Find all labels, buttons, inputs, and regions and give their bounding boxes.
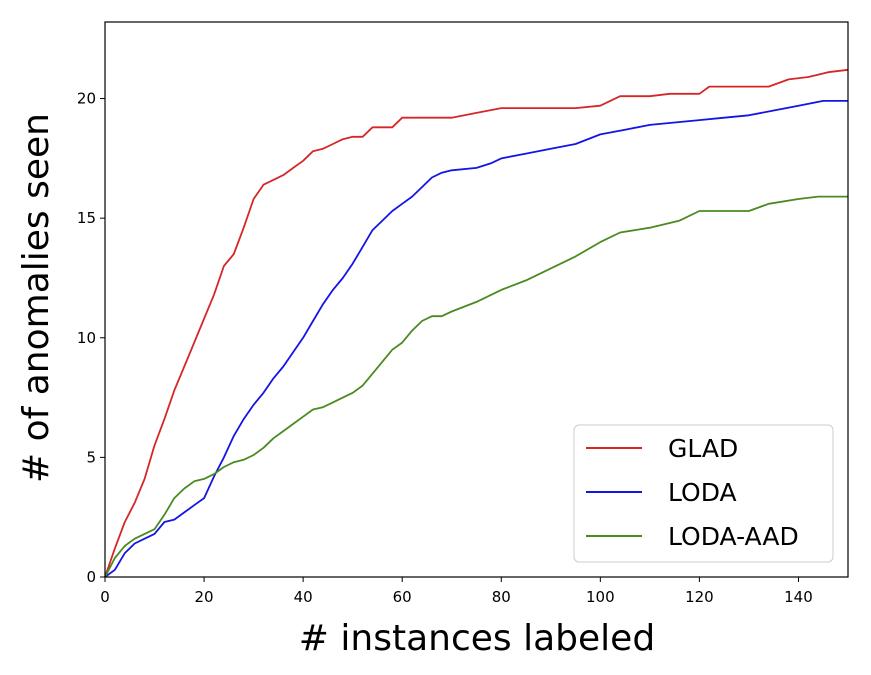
y-tick-label: 5	[86, 448, 96, 466]
series-line-glad	[104, 68, 849, 578]
x-tick-label: 60	[393, 588, 412, 606]
series-line-loda	[104, 100, 848, 578]
series-line-loda-aad	[104, 195, 848, 578]
x-axis-ticks: 0 20 40 60 80 100 120 140	[100, 577, 813, 606]
legend-label-loda: LODA	[668, 478, 737, 507]
y-axis-title: # of anomalies seen	[16, 113, 57, 483]
x-tick-label: 20	[195, 588, 214, 606]
plot-area	[104, 21, 849, 578]
x-tick-label: 100	[586, 588, 615, 606]
x-tick-label: 80	[492, 588, 511, 606]
y-tick-label: 10	[77, 329, 96, 347]
y-axis-ticks: 0 5 10 15 20	[77, 90, 105, 586]
x-tick-label: 120	[685, 588, 714, 606]
y-tick-label: 15	[77, 209, 96, 227]
legend-label-loda-aad: LODA-AAD	[668, 522, 799, 551]
legend: GLAD LODA LODA-AAD	[573, 424, 834, 563]
y-tick-label: 20	[77, 90, 96, 108]
legend-box	[573, 424, 834, 563]
x-tick-label: 40	[294, 588, 313, 606]
y-tick-label: 0	[86, 568, 96, 586]
x-axis-title: # instances labeled	[299, 618, 655, 659]
legend-label-glad: GLAD	[668, 434, 738, 463]
x-tick-label: 140	[784, 588, 813, 606]
x-tick-label: 0	[100, 588, 110, 606]
plot-frame	[104, 21, 849, 578]
